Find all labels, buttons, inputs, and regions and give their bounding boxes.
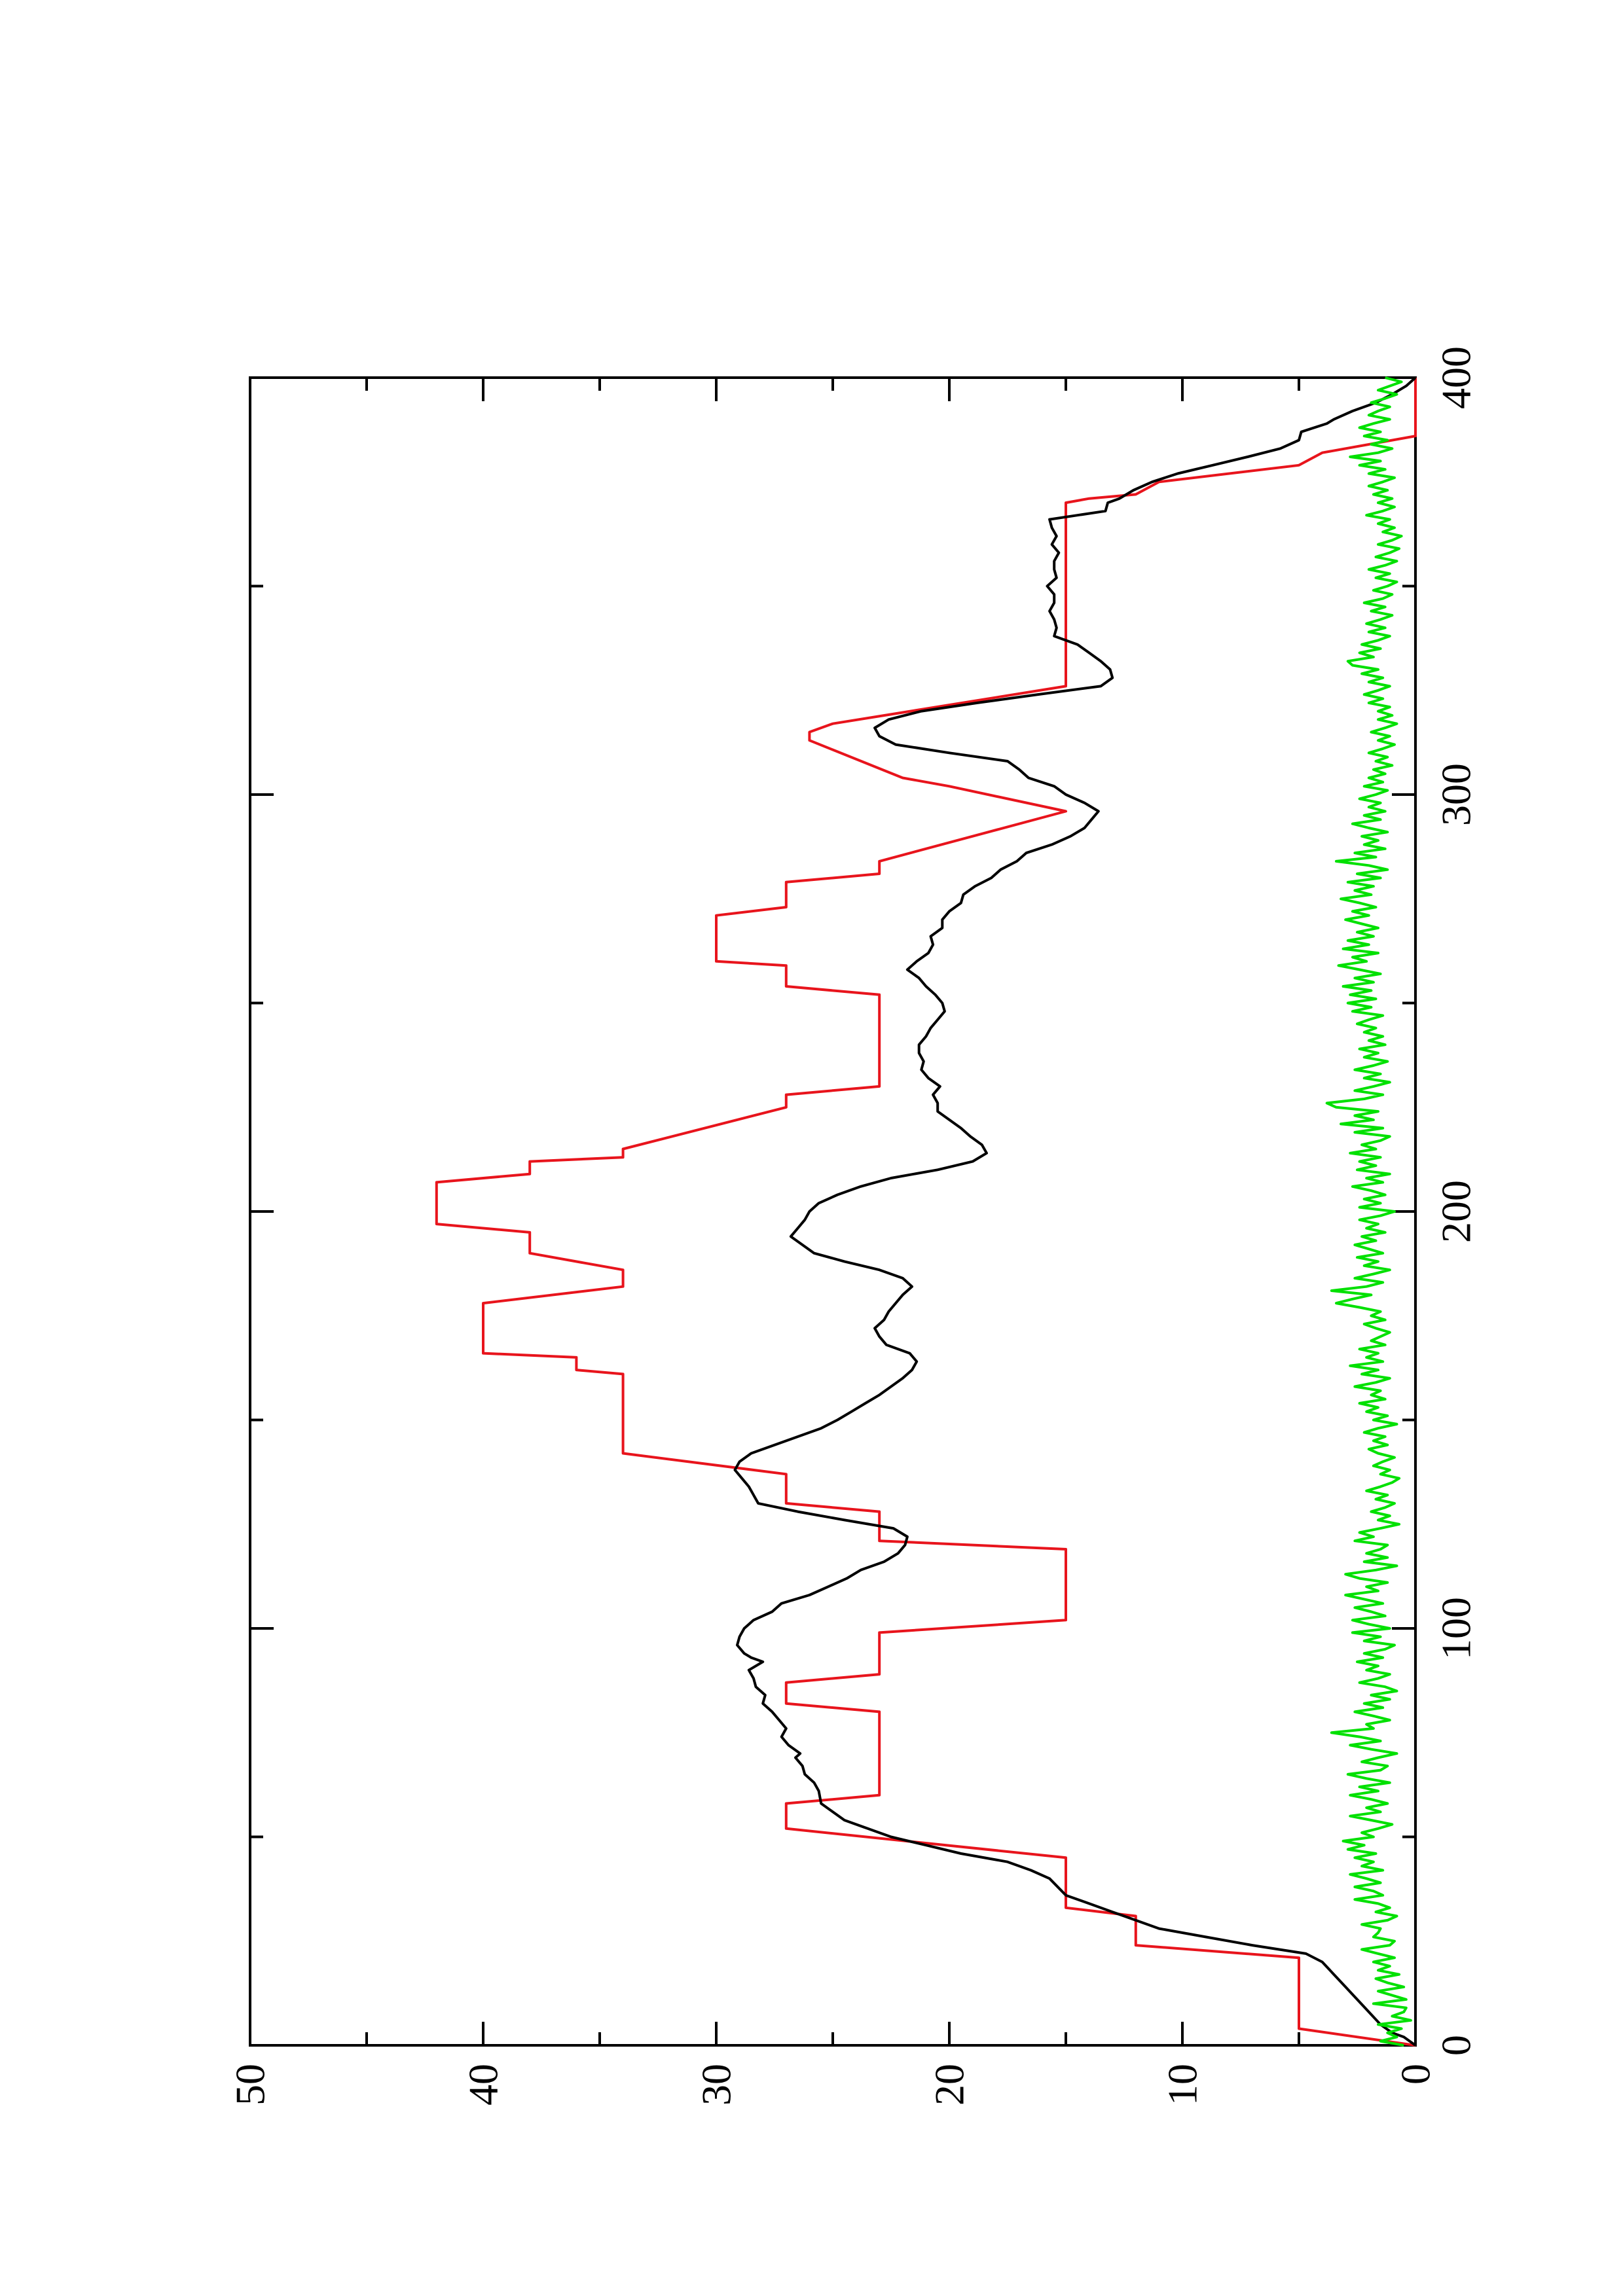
y-tick-label: 30 xyxy=(693,2064,740,2106)
y-tick-label: 0 xyxy=(1393,2064,1439,2085)
x-tick-label: 0 xyxy=(1433,2035,1480,2056)
plot-frame xyxy=(249,376,1417,2047)
y-tick-label: 40 xyxy=(460,2064,507,2106)
x-tick-label: 200 xyxy=(1433,1180,1480,1243)
x-tick-label: 100 xyxy=(1433,1597,1480,1660)
y-tick-label: 20 xyxy=(926,2064,973,2106)
tick-labels: 0 100 200 300 400 0 10 20 30 40 50 xyxy=(227,346,1480,2106)
series-lines xyxy=(435,376,1417,2047)
axis-ticks xyxy=(249,376,1417,2047)
y-tick-label: 50 xyxy=(227,2064,274,2106)
x-tick-label: 400 xyxy=(1433,346,1480,409)
x-tick-label: 300 xyxy=(1433,763,1480,826)
series-line-2 xyxy=(733,376,1417,2047)
series-line-1 xyxy=(435,378,1417,2047)
series-line-3 xyxy=(1325,376,1412,2047)
y-tick-label: 10 xyxy=(1159,2064,1206,2106)
